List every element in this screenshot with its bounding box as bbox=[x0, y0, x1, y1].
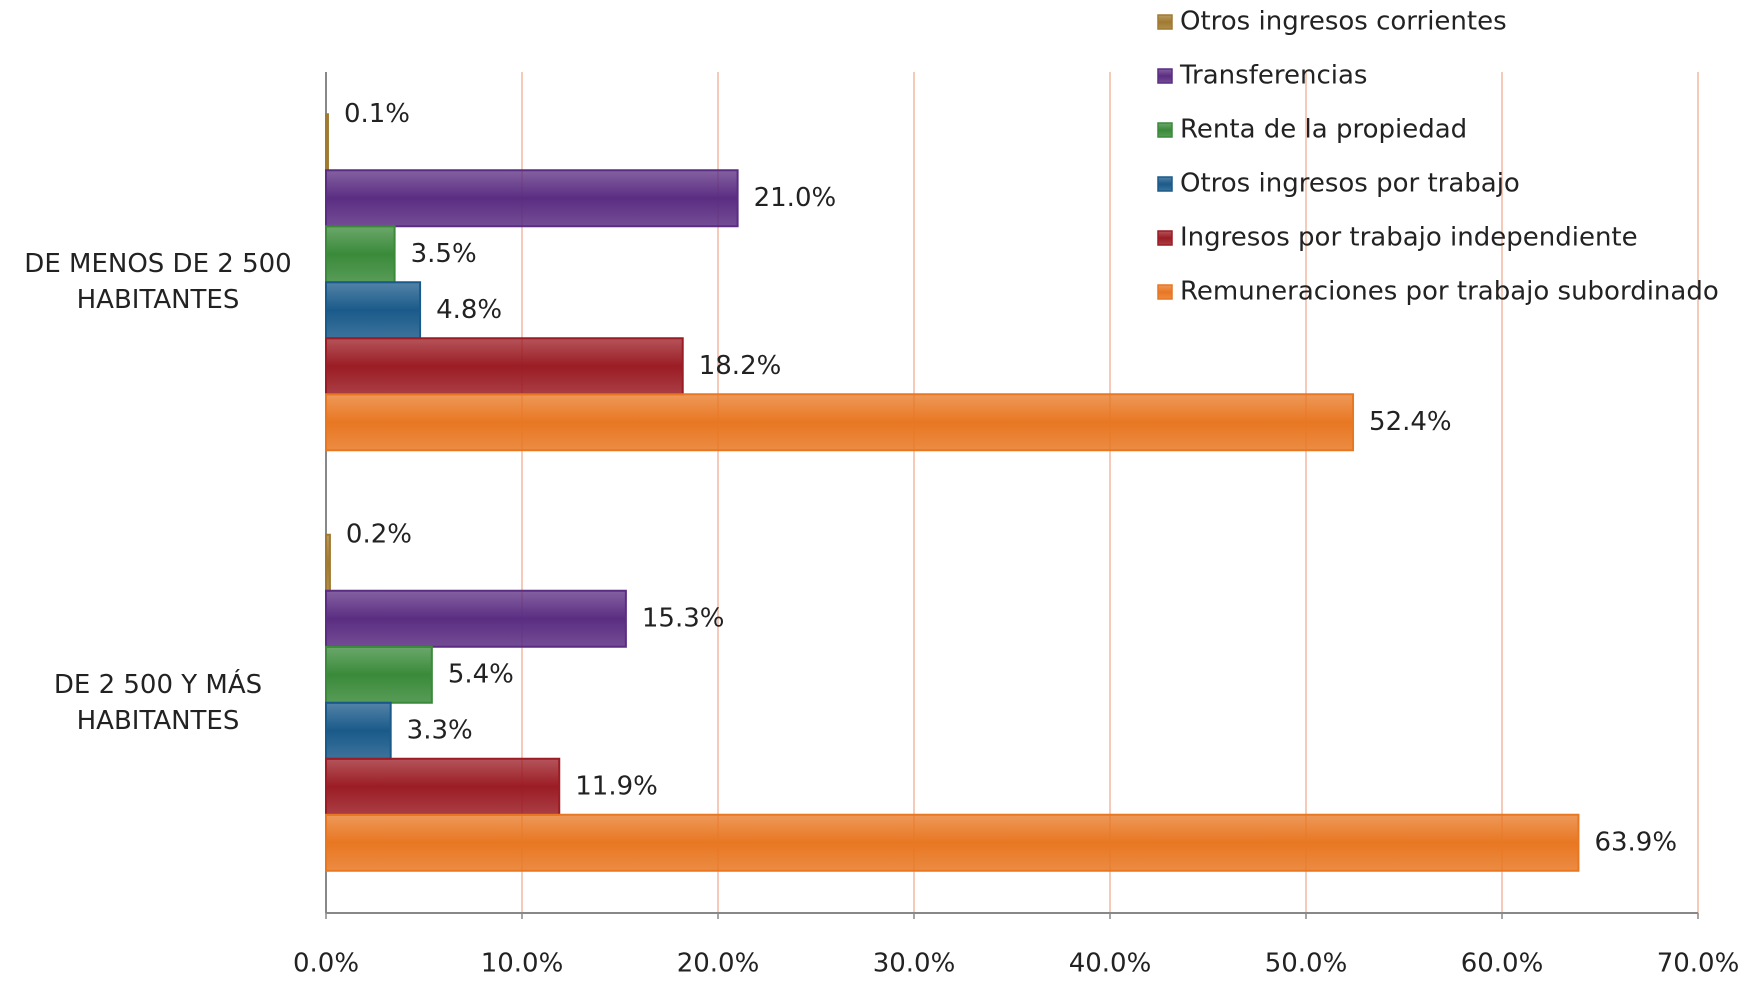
value-label: 3.3% bbox=[407, 715, 473, 745]
value-label: 11.9% bbox=[575, 771, 658, 801]
value-label: 3.5% bbox=[411, 239, 477, 269]
bar bbox=[325, 533, 331, 592]
legend-swatch bbox=[1157, 284, 1173, 300]
bar bbox=[325, 701, 392, 760]
legend-label: Transferencias bbox=[1179, 61, 1367, 91]
legend-label: Otros ingresos corrientes bbox=[1180, 7, 1507, 37]
legend-swatch bbox=[1157, 230, 1173, 246]
bar bbox=[325, 589, 627, 648]
legend-label: Otros ingresos por trabajo bbox=[1180, 169, 1520, 199]
bar bbox=[325, 113, 329, 172]
value-label: 52.4% bbox=[1369, 407, 1452, 437]
value-label: 5.4% bbox=[448, 659, 514, 689]
legend-swatch bbox=[1157, 176, 1173, 192]
x-tick-label: 60.0% bbox=[1461, 949, 1544, 979]
x-tick-label: 20.0% bbox=[677, 949, 760, 979]
value-label: 63.9% bbox=[1594, 827, 1677, 857]
value-label: 4.8% bbox=[436, 295, 502, 325]
value-label: 0.2% bbox=[346, 519, 412, 549]
x-tick-label: 40.0% bbox=[1069, 949, 1152, 979]
bar bbox=[325, 337, 684, 396]
value-label: 21.0% bbox=[754, 183, 837, 213]
legend-label: Ingresos por trabajo independiente bbox=[1180, 223, 1638, 253]
x-tick-label: 30.0% bbox=[873, 949, 956, 979]
bar bbox=[325, 169, 739, 228]
category-label: DE 2 500 Y MÁS HABITANTES bbox=[53, 669, 263, 736]
bar bbox=[325, 393, 1355, 452]
legend-swatch bbox=[1157, 122, 1173, 138]
legend-swatch bbox=[1157, 14, 1173, 30]
x-tick-label: 10.0% bbox=[481, 949, 564, 979]
bar bbox=[325, 645, 433, 704]
bar bbox=[325, 281, 422, 340]
value-label: 0.1% bbox=[344, 99, 410, 129]
bar bbox=[325, 757, 561, 816]
bar bbox=[325, 225, 396, 284]
bar bbox=[325, 813, 1580, 872]
x-tick-label: 70.0% bbox=[1657, 949, 1740, 979]
value-label: 15.3% bbox=[642, 603, 725, 633]
value-label: 18.2% bbox=[699, 351, 782, 381]
legend-swatch bbox=[1157, 68, 1173, 84]
x-tick-label: 50.0% bbox=[1265, 949, 1348, 979]
x-tick-label: 0.0% bbox=[293, 949, 359, 979]
category-label: DE MENOS DE 2 500 HABITANTES bbox=[24, 249, 292, 316]
legend-label: Renta de la propiedad bbox=[1180, 115, 1467, 145]
legend-label: Remuneraciones por trabajo subordinado bbox=[1180, 277, 1719, 307]
